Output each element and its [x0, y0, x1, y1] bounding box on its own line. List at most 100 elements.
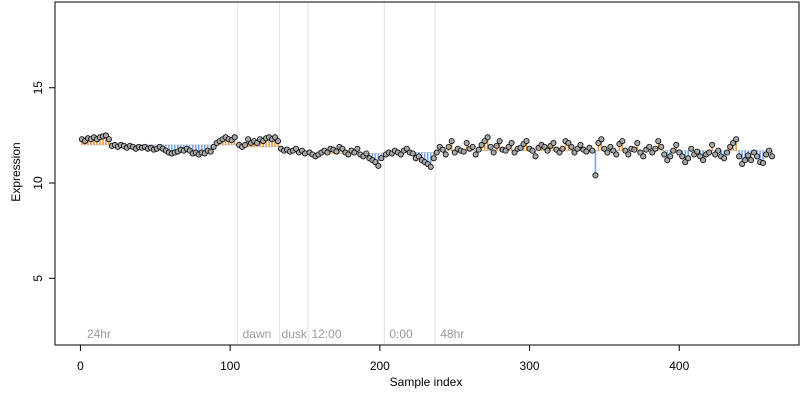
x-tick-label: 200	[370, 359, 390, 373]
region-label: dusk	[282, 327, 308, 341]
data-point	[694, 148, 701, 155]
data-point	[577, 141, 584, 148]
data-point	[568, 143, 575, 150]
data-point	[685, 155, 692, 162]
data-point	[517, 144, 524, 151]
region-label: 24hr	[87, 327, 111, 341]
data-point	[676, 149, 683, 156]
x-tick-label: 300	[520, 359, 540, 373]
data-point	[706, 149, 713, 156]
data-point	[460, 148, 467, 155]
data-point	[724, 149, 731, 156]
x-tick-label: 400	[669, 359, 689, 373]
data-point	[375, 162, 382, 169]
data-point	[664, 157, 671, 164]
data-point	[658, 143, 665, 150]
data-point	[324, 149, 331, 156]
data-point	[583, 148, 590, 155]
data-point	[472, 151, 479, 158]
data-point	[622, 147, 629, 154]
data-point	[682, 159, 689, 166]
data-point	[363, 150, 370, 157]
data-point	[481, 138, 488, 145]
data-point	[763, 151, 770, 158]
data-point	[754, 153, 761, 160]
data-point	[102, 132, 109, 139]
data-point	[766, 147, 773, 154]
data-point	[439, 146, 446, 153]
data-point	[541, 143, 548, 150]
data-point	[448, 138, 455, 145]
data-point	[646, 143, 653, 150]
data-point	[345, 151, 352, 158]
y-tick-label: 15	[31, 81, 45, 95]
data-point	[715, 147, 722, 154]
data-point	[607, 143, 614, 150]
y-axis-label: Expression	[9, 142, 23, 201]
data-point	[727, 143, 734, 150]
data-point	[595, 140, 602, 147]
data-point	[354, 145, 361, 152]
data-point	[613, 151, 620, 158]
data-point	[505, 143, 512, 150]
data-point	[511, 149, 518, 156]
data-point	[640, 153, 647, 160]
data-point	[688, 145, 695, 152]
data-point	[478, 141, 485, 148]
data-point	[652, 145, 659, 152]
data-point	[670, 147, 677, 154]
data-point	[556, 149, 563, 156]
data-point	[733, 136, 740, 143]
data-point	[475, 146, 482, 153]
data-point	[469, 143, 476, 150]
region-label: 48hr	[440, 327, 464, 341]
x-axis-label: Sample index	[390, 375, 463, 389]
plot-frame	[54, 1, 800, 346]
data-point	[207, 148, 214, 155]
data-points	[78, 132, 776, 179]
data-point	[748, 157, 755, 164]
data-point	[339, 145, 346, 152]
data-point	[333, 148, 340, 155]
data-point	[697, 153, 704, 160]
data-point	[529, 147, 536, 154]
data-point	[700, 157, 707, 164]
y-tick-label: 5	[31, 275, 45, 282]
data-point	[565, 140, 572, 147]
region-label: 0:00	[389, 327, 413, 341]
data-point	[673, 141, 680, 148]
data-point	[484, 134, 491, 141]
data-point	[655, 138, 662, 145]
data-point	[372, 159, 379, 166]
data-point	[409, 150, 416, 157]
data-point	[751, 149, 758, 156]
data-point	[637, 149, 644, 156]
data-point	[619, 138, 626, 145]
data-point	[293, 145, 300, 152]
data-point	[502, 147, 509, 154]
data-point	[544, 147, 551, 154]
data-point	[634, 140, 641, 147]
data-point	[769, 153, 776, 160]
y-axis: 5 10 15	[31, 81, 56, 282]
data-point	[667, 153, 674, 160]
data-point	[433, 149, 440, 156]
data-point	[105, 136, 112, 143]
data-point	[378, 155, 385, 162]
data-point	[571, 149, 578, 156]
data-point	[661, 151, 668, 158]
y-tick-label: 10	[31, 176, 45, 190]
data-point	[592, 172, 599, 179]
x-tick-label: 0	[77, 359, 84, 373]
data-point	[272, 134, 279, 141]
data-point	[625, 151, 632, 158]
data-point	[508, 140, 515, 147]
data-point	[712, 151, 719, 158]
data-point	[559, 145, 566, 152]
data-point	[245, 136, 252, 143]
region-label: dawn	[243, 327, 272, 341]
data-point	[415, 153, 422, 160]
data-point	[709, 141, 716, 148]
